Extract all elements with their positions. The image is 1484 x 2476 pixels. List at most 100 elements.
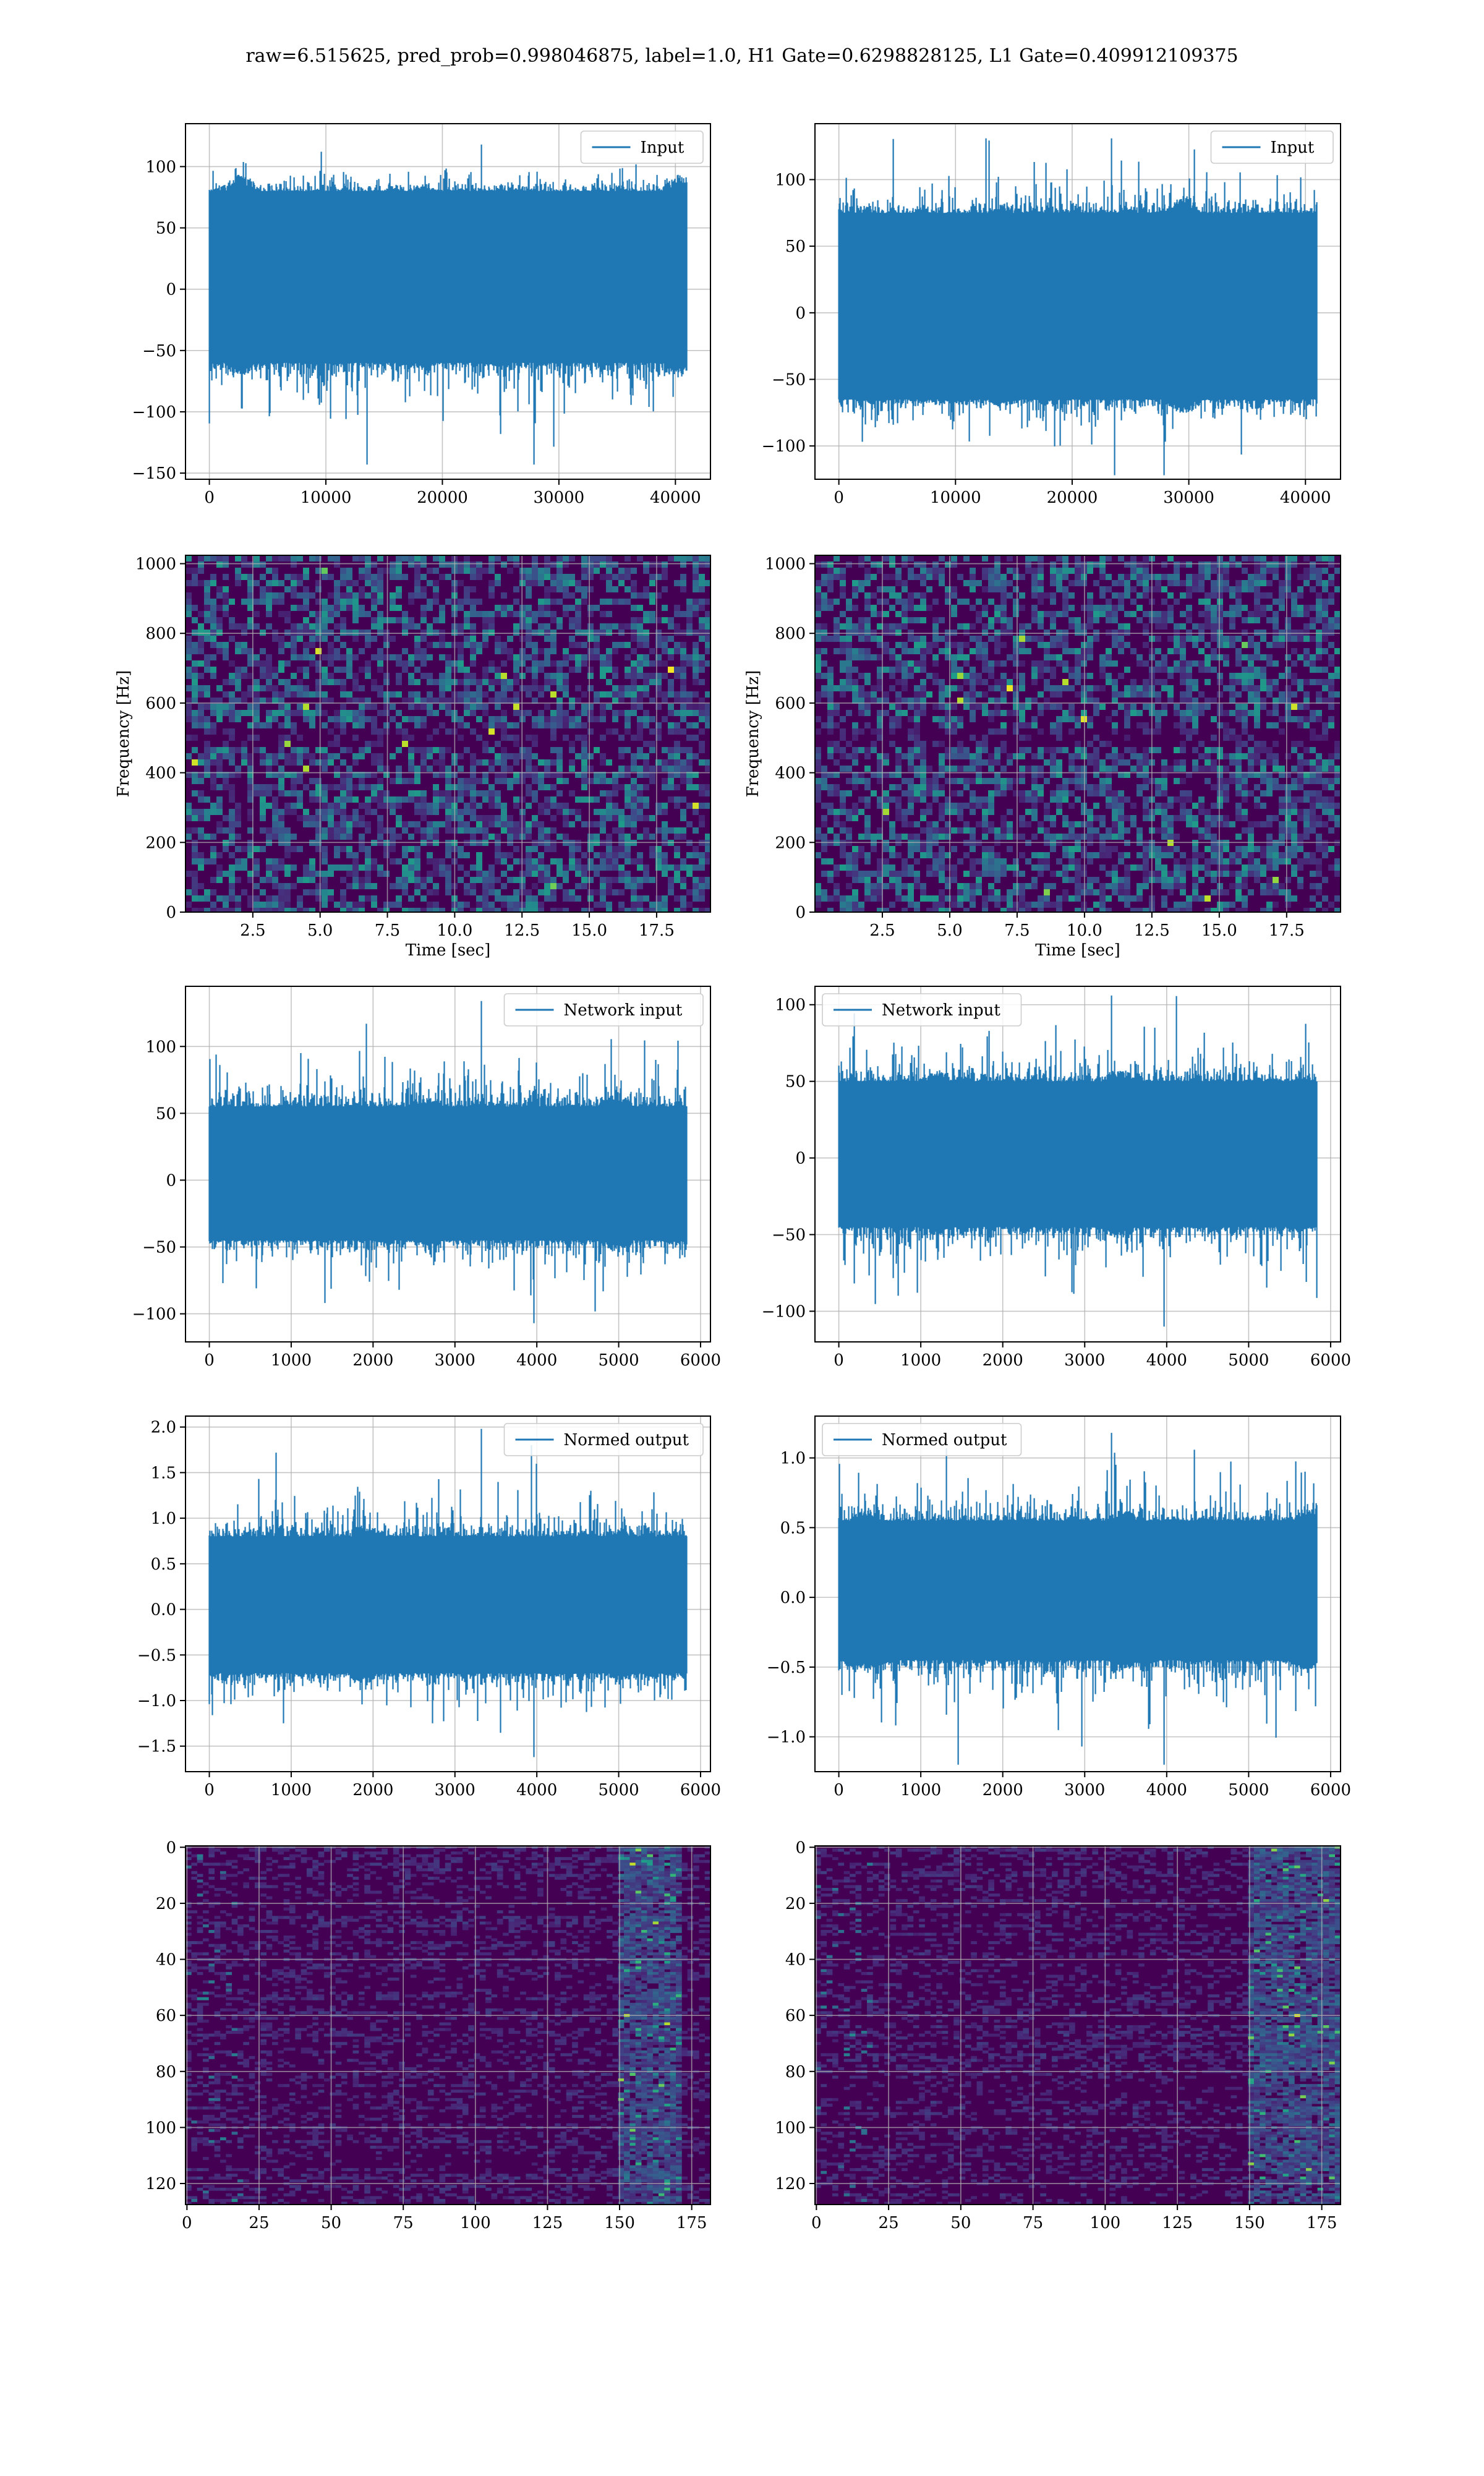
y-tick-label: 1.0: [780, 1449, 806, 1468]
y-tick-label: 0: [166, 903, 176, 922]
legend-label: Input: [641, 139, 684, 157]
y-tick-label: 0: [795, 1838, 806, 1857]
x-tick-label: 10.0: [437, 921, 472, 940]
x-tick-label: 0: [834, 1351, 844, 1370]
y-tick-label: 1000: [765, 555, 806, 574]
x-tick-label: 0: [204, 1351, 215, 1370]
x-tick-label: 4000: [1146, 1781, 1187, 1799]
x-tick-label: 7.5: [375, 921, 400, 940]
x-tick-label: 0: [204, 1781, 215, 1799]
y-tick-label: 2.0: [151, 1419, 176, 1437]
x-tick-label: 5000: [1228, 1781, 1269, 1799]
y-tick-label: 0: [795, 1150, 806, 1168]
y-tick-label: 80: [785, 2063, 806, 2081]
legend: Normed output: [822, 1424, 1021, 1456]
x-tick-label: 5000: [598, 1351, 639, 1370]
series-line: [210, 1001, 687, 1323]
x-tick-label: 3000: [435, 1781, 475, 1799]
x-tick-label: 1000: [900, 1781, 941, 1799]
x-tick-label: 5000: [598, 1781, 639, 1799]
x-tick-label: 6000: [1310, 1781, 1351, 1799]
x-tick-label: 25: [249, 2214, 269, 2232]
x-tick-label: 4000: [516, 1781, 557, 1799]
y-tick-label: −50: [772, 1226, 806, 1245]
y-tick-label: 60: [785, 2007, 806, 2025]
y-tick-label: −0.5: [137, 1646, 176, 1665]
x-tick-label: 10000: [301, 489, 352, 507]
y-tick-label: 0.5: [151, 1555, 176, 1574]
x-tick-label: 20000: [417, 489, 468, 507]
legend: Input: [1211, 131, 1334, 163]
legend-label: Input: [1271, 139, 1315, 157]
y-tick-label: 100: [145, 2119, 176, 2137]
y-tick-label: 0.0: [151, 1601, 176, 1620]
y-tick-label: 600: [775, 694, 806, 713]
x-tick-label: 125: [1162, 2214, 1193, 2232]
x-tick-label: 30000: [534, 489, 585, 507]
y-tick-label: 50: [785, 1073, 806, 1091]
x-tick-label: 25: [879, 2214, 899, 2232]
y-tick-label: 120: [775, 2175, 806, 2193]
y-tick-label: 60: [156, 2007, 176, 2025]
heatmap-cells: [186, 1846, 710, 2205]
heatmap-cells: [186, 555, 710, 912]
x-tick-label: 2.5: [240, 921, 265, 940]
x-tick-label: 7.5: [1004, 921, 1030, 940]
x-tick-label: 30000: [1163, 489, 1214, 507]
x-tick-label: 125: [532, 2214, 563, 2232]
y-tick-label: −1.5: [137, 1738, 176, 1756]
x-tick-label: 0: [834, 489, 844, 507]
y-tick-label: 50: [156, 1104, 176, 1123]
y-tick-label: 1.5: [151, 1464, 176, 1482]
y-tick-label: −1.0: [767, 1728, 806, 1747]
y-axis-label: Frequency [Hz]: [114, 670, 133, 798]
y-tick-label: 0: [795, 304, 806, 323]
y-tick-label: 600: [145, 694, 176, 713]
x-tick-label: 20000: [1047, 489, 1098, 507]
y-tick-label: −100: [132, 1305, 176, 1324]
x-tick-label: 6000: [1310, 1351, 1351, 1370]
x-tick-label: 4000: [516, 1351, 557, 1370]
y-tick-label: 20: [785, 1895, 806, 1913]
series-line: [210, 145, 687, 465]
y-tick-label: −50: [142, 1239, 176, 1257]
x-axis-label: Time [sec]: [1035, 941, 1120, 960]
y-tick-label: 100: [145, 158, 176, 176]
legend: Normed output: [505, 1424, 704, 1456]
x-tick-label: 2000: [983, 1351, 1023, 1370]
y-tick-label: 200: [775, 834, 806, 852]
y-tick-label: 0.0: [780, 1589, 806, 1607]
y-tick-label: 0: [795, 903, 806, 922]
x-tick-label: 2000: [352, 1351, 393, 1370]
x-tick-label: 2000: [352, 1781, 393, 1799]
x-tick-label: 2.5: [869, 921, 895, 940]
x-tick-label: 1000: [271, 1781, 312, 1799]
series-line: [839, 139, 1317, 476]
y-tick-label: 40: [785, 1951, 806, 1970]
x-tick-label: 100: [1090, 2214, 1121, 2232]
x-tick-label: 17.5: [639, 921, 675, 940]
x-tick-label: 50: [321, 2214, 341, 2232]
x-tick-label: 175: [1307, 2214, 1337, 2232]
x-tick-label: 5.0: [937, 921, 962, 940]
y-tick-label: 800: [145, 625, 176, 643]
series-line: [839, 1433, 1317, 1765]
legend: Network input: [505, 994, 704, 1026]
x-tick-label: 1000: [271, 1351, 312, 1370]
x-tick-label: 12.5: [1134, 921, 1170, 940]
x-tick-label: 100: [460, 2214, 491, 2232]
x-tick-label: 15.0: [1201, 921, 1237, 940]
x-tick-label: 150: [604, 2214, 635, 2232]
legend-label: Network input: [882, 1001, 1000, 1020]
y-tick-label: 0.5: [780, 1519, 806, 1537]
